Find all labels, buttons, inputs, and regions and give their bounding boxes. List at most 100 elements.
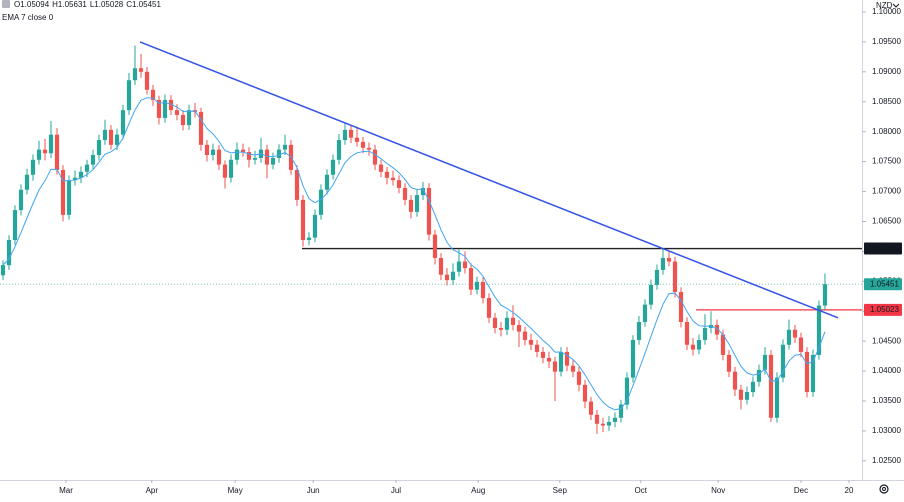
candle-body [360,141,366,148]
y-tick-label: 1.02500 [872,456,901,465]
candle-body [588,401,594,415]
candle-body [474,281,480,290]
candle-body [252,158,258,160]
candle-body [822,284,828,306]
x-tick-label: Aug [471,486,485,495]
candle-body [462,261,468,269]
candle-body [726,354,732,372]
candle-body [552,361,558,372]
candle-body [282,144,288,150]
candle-body [240,149,246,153]
candle-body [582,384,588,402]
candle-body [762,354,768,370]
candle-body [234,149,240,160]
candle-body [222,164,228,178]
y-tick-label: 1.07500 [872,157,901,166]
candle-body [12,210,18,240]
candle-body [162,99,168,118]
candle-body [42,149,48,154]
currency[interactable]: NZD [876,1,893,10]
candle-body [540,351,546,358]
candle-body [654,269,660,285]
x-tick-label: Nov [711,486,725,495]
ohlc-header: O1.05094 H1.05631 L1.05028 C1.05451 [14,0,161,9]
candle-body [174,110,180,115]
candle-body [120,110,126,135]
x-tick-label: Mar [59,486,73,495]
y-tick-label: 1.10000 [872,7,901,16]
candle-body [186,110,192,126]
candle-body [750,381,756,393]
candle-body [600,423,606,426]
candle-body [678,292,684,322]
candle-body [60,169,66,215]
candle-body [30,159,36,175]
candle-body [36,149,42,160]
candle-body [210,149,216,156]
candle-body [378,164,384,172]
candle-body [456,261,462,272]
candle-body [420,187,426,196]
candle-body [126,80,132,111]
candle-body [0,265,6,276]
candle-body [324,174,330,190]
y-tick-label: 1.04000 [872,366,901,375]
candle-body [666,257,672,262]
candle-body [486,298,492,318]
candle-body [690,344,696,350]
candle-body [492,317,498,328]
y-tick-label: 1.04500 [872,336,901,345]
candle-body [624,377,630,405]
symbol-icon [2,0,10,8]
ema-line [2,97,826,411]
candle-body [24,174,30,190]
candle-body [66,180,72,215]
candle-body [672,261,678,293]
candle-body [6,240,12,266]
candle-body [102,129,108,141]
candle-body [504,317,510,330]
candle-body [558,351,564,372]
settings-gear[interactable] [879,484,889,494]
ohlc-value: L1.05028 [90,0,124,9]
candle-body [648,284,654,305]
candle-body [612,417,618,422]
candle-body [108,129,114,145]
candle-body [480,281,486,299]
y-tick-label: 1.03500 [872,396,901,405]
candle-body [576,371,582,385]
candle-body [84,164,90,172]
candle-body [792,329,798,338]
candle-body [228,159,234,178]
candle-body [516,324,522,332]
candle-body [48,134,54,154]
candle-body [114,134,120,145]
candle-body [594,414,600,424]
axes: 1.10000 1.09500 1.09000 1.08500 1.08000 1.075… [59,7,902,495]
candle-body [804,351,810,393]
x-tick-label: Sep [553,486,568,495]
candle-body [366,147,372,150]
candle-body [642,304,648,322]
x-tick-label: Jul [391,486,401,495]
candle-body [78,171,84,178]
ohlc-value: H1.05631 [52,0,87,9]
level-price-tag: 1.06047 [870,244,899,253]
candle-body [702,327,708,340]
ohlc-value: C1.05451 [126,0,161,9]
currency-dropdown[interactable] [892,3,900,8]
x-tick-label: Oct [635,486,648,495]
candle-body [144,71,150,90]
candle-body [738,389,744,400]
candle-body [606,421,612,426]
candle-body [204,144,210,156]
candle-body [396,180,402,188]
candle-body [270,158,276,165]
candle-body [348,129,354,138]
candle-body [384,171,390,178]
ohlc-value: O1.05094 [14,0,50,9]
candle-body [318,189,324,215]
candle-body [468,268,474,290]
